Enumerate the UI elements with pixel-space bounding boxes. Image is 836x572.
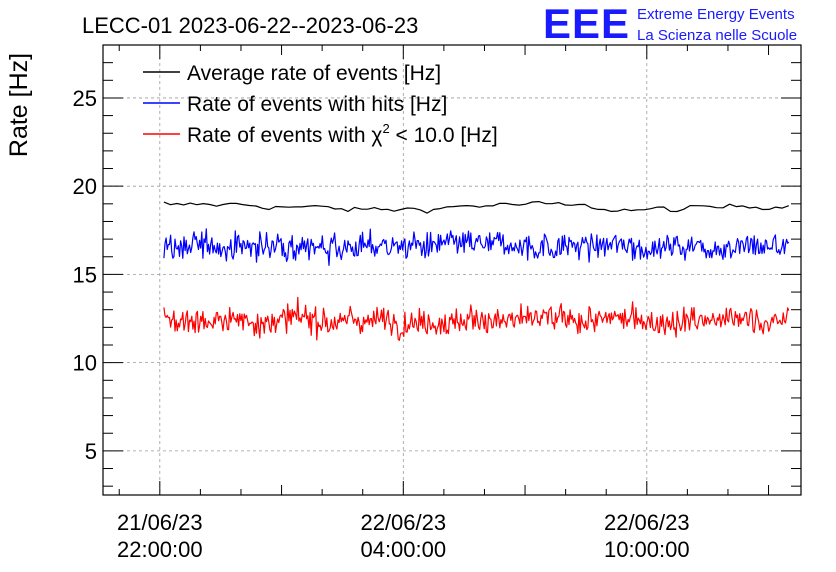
y-tick-labels: 5 10 15 20 25 — [73, 86, 97, 464]
x-tick-label-time: 04:00:00 — [360, 537, 446, 562]
eee-logo-line2: La Scienza nelle Scuole — [637, 27, 797, 44]
y-tick-label: 5 — [85, 439, 97, 464]
x-tick-label-date: 21/06/23 — [117, 510, 203, 535]
legend-label-hits: Rate of events with hits [Hz] — [187, 93, 447, 116]
x-tick-label-date: 22/06/23 — [360, 510, 446, 535]
x-tick-label-time: 10:00:00 — [604, 537, 690, 562]
eee-logo: EEE Extreme Energy Events La Scienza nel… — [543, 0, 797, 47]
eee-logo-mark: EEE — [543, 0, 630, 47]
y-tick-label: 15 — [73, 262, 97, 287]
legend-label-avg: Average rate of events [Hz] — [187, 62, 441, 85]
x-tick-labels: 21/06/2322:00:0022/06/2304:00:0022/06/23… — [117, 510, 690, 562]
series-line-2 — [163, 296, 790, 341]
plot-frame — [102, 44, 802, 496]
series-layer — [163, 201, 790, 341]
y-axis-label: Rate [Hz] — [5, 53, 33, 157]
chart-title: LECC-01 2023-06-22--2023-06-23 — [82, 13, 418, 38]
eee-logo-line1: Extreme Energy Events — [637, 6, 795, 23]
axis-ticks — [103, 44, 801, 495]
y-tick-label: 25 — [73, 86, 97, 111]
series-line-0 — [163, 201, 790, 214]
legend: Average rate of events [Hz] Rate of even… — [143, 62, 498, 147]
y-tick-label: 20 — [73, 174, 97, 199]
x-tick-label-date: 22/06/23 — [604, 510, 690, 535]
y-tick-label: 10 — [73, 351, 97, 376]
series-line-1 — [163, 228, 790, 266]
x-tick-label-time: 22:00:00 — [117, 537, 203, 562]
legend-label-chi2: Rate of events with χ2 < 10.0 [Hz] — [187, 121, 498, 147]
grid — [103, 45, 801, 495]
